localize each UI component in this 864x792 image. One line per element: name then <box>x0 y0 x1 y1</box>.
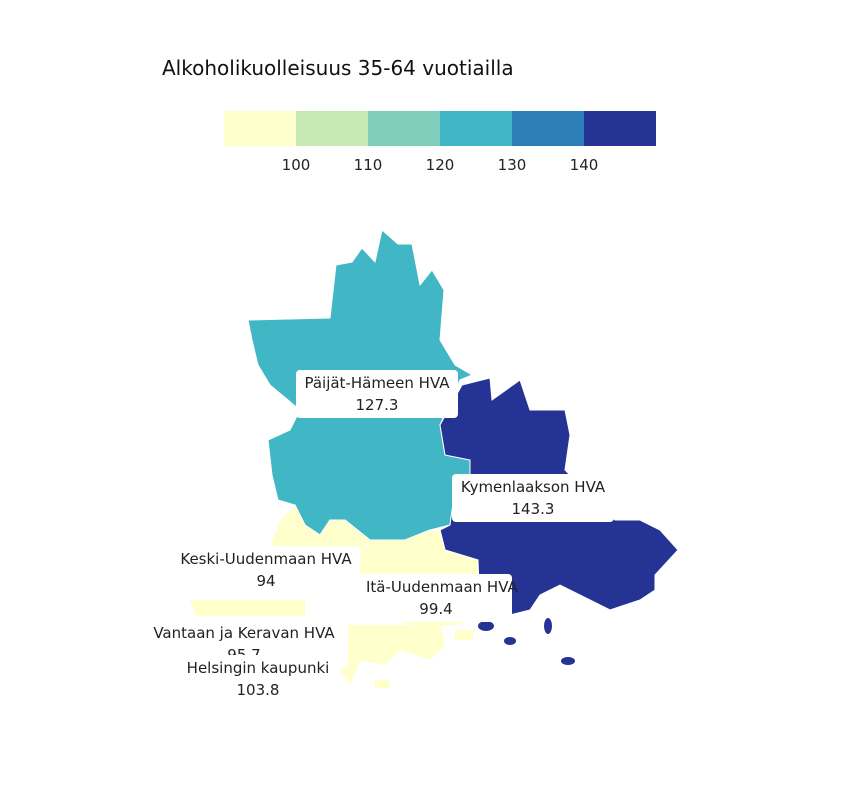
label-helsinki: Helsingin kaupunki 103.8 <box>178 655 338 703</box>
legend-swatch <box>296 111 368 146</box>
label-kymenlaakso: Kymenlaakson HVA 143.3 <box>452 474 614 522</box>
legend-swatch <box>368 111 440 146</box>
region-value: 99.4 <box>419 600 453 618</box>
region-value: 143.3 <box>511 500 555 518</box>
region-helsinki[interactable] <box>335 625 473 688</box>
legend-swatch <box>512 111 584 146</box>
region-name: Itä-Uudenmaan HVA <box>366 578 518 596</box>
legend-tick-label: 100 <box>282 156 311 174</box>
legend-swatch <box>440 111 512 146</box>
map-title: Alkoholikuolleisuus 35-64 vuotiailla <box>162 56 514 80</box>
islands <box>478 618 575 665</box>
legend-swatch <box>584 111 656 146</box>
region-name: Keski-Uudenmaan HVA <box>180 550 352 568</box>
legend-tick-label: 120 <box>426 156 455 174</box>
region-name: Päijät-Hämeen HVA <box>304 374 450 392</box>
label-paijat-hame: Päijät-Hämeen HVA 127.3 <box>296 370 458 418</box>
region-value: 94 <box>256 572 276 590</box>
color-legend: 100 110 120 130 140 <box>224 111 656 174</box>
label-keski-uusimaa: Keski-Uudenmaan HVA 94 <box>172 546 360 598</box>
region-name: Kymenlaakson HVA <box>460 478 606 496</box>
region-name: Vantaan ja Keravan HVA <box>153 624 335 642</box>
region-value: 127.3 <box>355 396 399 414</box>
legend-tick-label: 110 <box>354 156 383 174</box>
legend-tick-label: 130 <box>498 156 527 174</box>
region-vantaa-kerava[interactable] <box>190 600 305 616</box>
legend-tick-label: 140 <box>570 156 599 174</box>
region-value: 103.8 <box>236 681 280 699</box>
region-name: Helsingin kaupunki <box>186 659 330 677</box>
legend-swatch <box>224 111 296 146</box>
